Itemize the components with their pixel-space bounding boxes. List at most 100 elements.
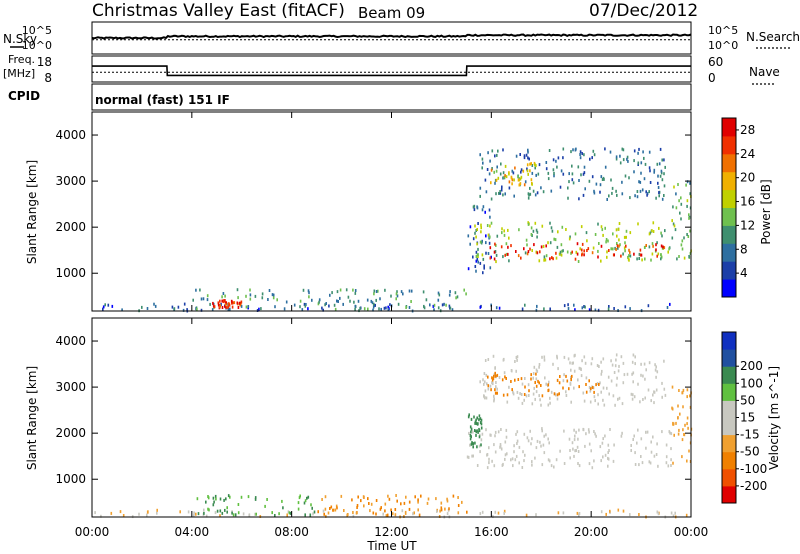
power-cell (526, 169, 529, 173)
velocity-cell (621, 431, 623, 435)
velocity-cell (684, 423, 686, 427)
velocity-cell (487, 384, 490, 388)
power-cell (429, 303, 431, 307)
velocity-cell (146, 510, 149, 514)
power-cell (517, 178, 520, 182)
velocity-cell (670, 432, 673, 436)
power-cell (650, 258, 652, 262)
velocity-cell (466, 510, 468, 514)
velocity-cell (657, 512, 660, 516)
power-cell (658, 226, 660, 230)
mhz-label: [MHz] (3, 67, 35, 80)
power-cell (396, 294, 399, 298)
velocity-cell (146, 513, 148, 517)
cpid-value: normal (fast) 151 IF (95, 93, 230, 107)
velocity-cell (500, 447, 503, 451)
power-cell (467, 267, 470, 271)
power-cell (579, 150, 582, 154)
power-cell (508, 180, 511, 184)
power-cell (540, 245, 543, 249)
power-cell (624, 241, 626, 245)
nave-tick-top: 60 (708, 55, 723, 69)
power-cell (400, 290, 403, 294)
velocity-cell (493, 374, 495, 378)
velocity-cell (394, 508, 397, 511)
power-cell (239, 303, 242, 307)
power-cell (505, 252, 508, 256)
power-cell (498, 306, 501, 310)
velocity-cell (644, 377, 646, 381)
velocity-cell (536, 439, 539, 443)
power-cell (432, 304, 435, 308)
power-cell (579, 247, 581, 251)
velocity-cell (602, 357, 605, 361)
velocity-cell (547, 383, 550, 387)
power-cell (437, 298, 440, 302)
power-cell (552, 158, 555, 162)
velocity-cell (542, 443, 545, 447)
power-cell (276, 298, 278, 302)
velocity-cell (504, 453, 507, 457)
velocity-cell (488, 461, 490, 465)
velocity-cell (622, 361, 625, 365)
velocity-cell (598, 365, 600, 368)
power-cell (209, 302, 211, 306)
velocity-cell (645, 368, 647, 372)
power-cell (396, 290, 398, 294)
velocity-cell (600, 360, 602, 364)
velocity-cell (516, 358, 518, 362)
power-cell (576, 252, 579, 256)
power-cell (465, 292, 467, 296)
power-cell (489, 235, 491, 239)
velocity-cell (532, 392, 535, 396)
velocity-cell (484, 389, 487, 393)
power-cell (333, 303, 336, 307)
x-tick-label: 08:00 (274, 525, 309, 539)
velocity-cell (652, 435, 654, 439)
velocity-cell (497, 430, 500, 434)
velocity-cell (527, 439, 530, 443)
power-cell (577, 165, 580, 169)
power-cell (610, 247, 612, 251)
power-cell (552, 257, 554, 261)
velocity-cell (226, 506, 228, 510)
power-cell (526, 163, 529, 167)
x-tick-label: 12:00 (374, 525, 409, 539)
velocity-cell (515, 369, 517, 373)
power-cell (605, 238, 608, 241)
velocity-cell (593, 395, 596, 399)
power-cell (545, 161, 548, 164)
power-cell (217, 303, 220, 307)
velocity-cell (208, 508, 210, 512)
power-cell (637, 222, 639, 226)
velocity-cell (563, 355, 566, 359)
velocity-cell (426, 501, 429, 505)
power-cell (574, 232, 577, 236)
power-cell (489, 246, 492, 250)
velocity-cell (417, 498, 419, 502)
power-cell (487, 233, 490, 237)
velocity-cell (306, 496, 308, 500)
velocity-cell (532, 376, 534, 380)
velocity-cell (563, 429, 565, 433)
power-cell (502, 148, 504, 152)
velocity-cell (573, 354, 576, 358)
velocity-cell (489, 433, 491, 437)
velocity-colorbar-swatch (722, 485, 736, 504)
velocity-cell (671, 406, 673, 410)
velocity-cell (225, 497, 227, 501)
power-cell (484, 210, 486, 214)
velocity-cell (495, 385, 497, 389)
power-cell (560, 243, 563, 247)
power-cell (581, 248, 583, 252)
power-cell (512, 171, 515, 175)
power-cell (624, 305, 627, 309)
power-cell (379, 297, 381, 301)
power-cell (660, 253, 662, 257)
power-cell (228, 303, 231, 307)
velocity-cell (299, 494, 301, 498)
power-cell (591, 156, 593, 160)
velocity-cell (682, 388, 685, 392)
power-cell (111, 304, 114, 308)
velocity-cell (503, 371, 506, 375)
